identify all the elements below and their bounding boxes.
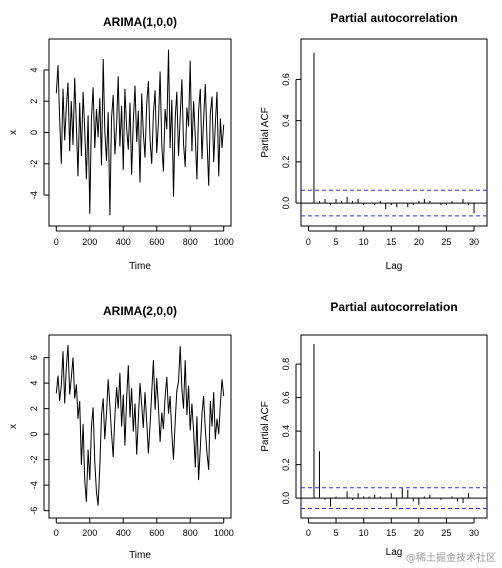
y-tick-label: 0.8 xyxy=(281,358,291,371)
x-tick-label: 600 xyxy=(149,237,164,247)
x-tick-label: 15 xyxy=(386,528,396,538)
y-tick-label: 0.2 xyxy=(281,156,291,169)
y-tick-label: 4 xyxy=(29,381,39,386)
x-tick-label: 30 xyxy=(469,528,479,538)
x-tick-label: 1000 xyxy=(214,237,234,247)
x-tick-label: 5 xyxy=(334,528,339,538)
x-axis-label: Lag xyxy=(386,261,403,272)
y-tick-label: 0.0 xyxy=(281,492,291,505)
x-tick-label: 5 xyxy=(334,237,339,247)
x-tick-label: 800 xyxy=(183,237,198,247)
plot-frame xyxy=(48,334,232,519)
y-tick-label: -6 xyxy=(29,507,39,515)
y-tick-label: 6 xyxy=(29,355,39,360)
chart-panel-4: Partial autocorrelation 0 5 10 15 20 25 30 0.0 0.… xyxy=(260,300,488,558)
x-tick-label: 25 xyxy=(441,528,451,538)
x-tick-label: 600 xyxy=(149,528,164,538)
x-tick-label: 1000 xyxy=(214,528,234,538)
x-tick-label: 20 xyxy=(414,528,424,538)
plot-frame xyxy=(300,334,488,519)
x-axis-label: Time xyxy=(129,550,151,561)
x-tick-label: 0 xyxy=(54,528,59,538)
y-axis-label: Partial ACF xyxy=(260,401,271,452)
y-tick-label: -4 xyxy=(29,481,39,489)
x-tick-label: 0 xyxy=(306,237,311,247)
x-axis-label: Time xyxy=(129,261,151,272)
y-tick-label: 4 xyxy=(29,67,39,72)
x-tick-label: 400 xyxy=(116,528,131,538)
x-tick-label: 0 xyxy=(54,237,59,247)
y-tick-label: 0.6 xyxy=(281,391,291,404)
x-tick-label: 800 xyxy=(183,528,198,538)
y-tick-label: 0 xyxy=(29,130,39,135)
x-tick-label: 30 xyxy=(469,237,479,247)
x-tick-label: 200 xyxy=(82,237,97,247)
plot-frame xyxy=(300,38,488,227)
chart-panel-2: Partial autocorrelation 0 5 10 15 20 25 30 0.0 0.… xyxy=(260,11,488,272)
y-tick-label: -4 xyxy=(29,191,39,199)
series-line xyxy=(55,49,225,216)
chart-title: Partial autocorrelation xyxy=(330,11,457,25)
y-axis-label: x xyxy=(8,424,19,429)
x-tick-label: 25 xyxy=(441,237,451,247)
y-tick-label: 2 xyxy=(29,99,39,104)
x-tick-label: 0 xyxy=(306,528,311,538)
chart-panel-1: ARIMA(1,0,0) 0 200 400 600 800 1000 -4 -2 0 2 4 Time… xyxy=(8,15,234,272)
y-tick-label: 0.4 xyxy=(281,425,291,438)
chart-title: ARIMA(1,0,0) xyxy=(103,15,177,29)
x-tick-label: 400 xyxy=(116,237,131,247)
watermark: @稀土掘金技术社区 xyxy=(406,553,496,564)
chart-title: ARIMA(2,0,0) xyxy=(103,304,177,318)
y-tick-label: 0 xyxy=(29,432,39,437)
series-line xyxy=(55,344,225,506)
y-tick-label: 0.0 xyxy=(281,197,291,210)
y-tick-label: 0.6 xyxy=(281,73,291,86)
y-tick-label: -2 xyxy=(29,456,39,464)
x-axis-label: Lag xyxy=(386,547,403,558)
x-tick-label: 20 xyxy=(414,237,424,247)
y-tick-label: 0.4 xyxy=(281,114,291,127)
x-tick-label: 10 xyxy=(359,237,369,247)
y-tick-label: -2 xyxy=(29,160,39,168)
x-tick-label: 10 xyxy=(359,528,369,538)
y-axis-label: x xyxy=(8,130,19,135)
x-tick-label: 200 xyxy=(82,528,97,538)
chart-panel-3: ARIMA(2,0,0) 0 200 400 600 800 1000 -6 -4 -2 0 2 4 6 T… xyxy=(8,304,234,561)
x-tick-label: 15 xyxy=(386,237,396,247)
y-tick-label: 0.2 xyxy=(281,458,291,471)
y-axis-label: Partial ACF xyxy=(260,107,271,158)
chart-title: Partial autocorrelation xyxy=(330,300,457,314)
y-tick-label: 2 xyxy=(29,406,39,411)
